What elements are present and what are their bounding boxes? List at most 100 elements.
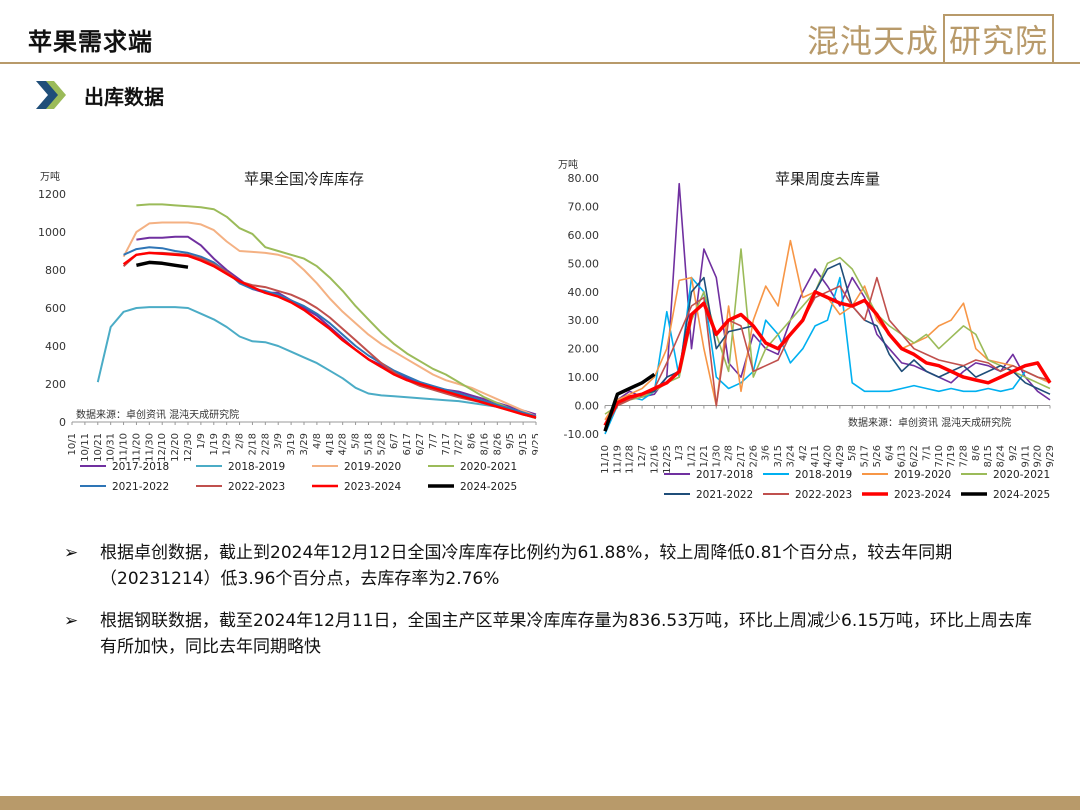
y-tick-label: 40.00: [568, 286, 600, 299]
y-tick-label: 0: [59, 416, 66, 429]
y-tick-label: 20.00: [568, 343, 600, 356]
x-tick-label: 4/20: [823, 445, 834, 467]
x-tick-label: 11/20: [131, 433, 142, 462]
x-tick-label: 11/10: [600, 445, 611, 474]
y-tick-label: -10.00: [564, 428, 599, 441]
legend-label: 2020-2021: [460, 461, 517, 473]
x-tick-label: 11/10: [119, 433, 130, 462]
x-tick-label: 3/19: [286, 433, 297, 455]
x-tick-label: 5/18: [363, 433, 374, 455]
x-tick-label: 5/28: [376, 433, 387, 455]
x-tick-label: 10/1: [67, 433, 78, 455]
bullet-text: 根据钢联数据，截至2024年12月11日，全国主产区苹果冷库库存量为836.53…: [100, 611, 1032, 657]
x-tick-label: 5/17: [860, 445, 871, 467]
header-divider: [0, 62, 1080, 64]
x-tick-label: 4/29: [835, 445, 846, 467]
x-tick-label: 1/3: [674, 445, 685, 461]
x-tick-label: 10/21: [93, 433, 104, 462]
legend-label: 2018-2019: [228, 461, 285, 473]
x-tick-label: 9/20: [1033, 445, 1044, 467]
x-tick-label: 6/7: [389, 433, 400, 449]
x-tick-label: 1/21: [699, 445, 710, 467]
x-tick-label: 9/5: [505, 433, 516, 449]
series-line: [603, 290, 1052, 427]
x-tick-label: 10/11: [80, 433, 91, 462]
y-unit-label: 万吨: [40, 170, 60, 183]
x-tick-label: 6/4: [884, 445, 895, 461]
x-tick-label: 7/7: [428, 433, 439, 449]
legend-label: 2021-2022: [112, 481, 169, 493]
bullet-text: 根据卓创数据，截止到2024年12月12日全国冷库库存比例约为61.88%，较上…: [100, 543, 953, 589]
y-tick-label: 600: [45, 302, 66, 315]
series-line: [603, 372, 656, 432]
x-tick-label: 8/24: [996, 445, 1007, 467]
x-tick-label: 5/8: [847, 445, 858, 461]
legend-label: 2019-2020: [344, 461, 401, 473]
x-tick-label: 8/15: [983, 445, 994, 467]
x-tick-label: 9/15: [518, 433, 529, 455]
section-header: 出库数据: [36, 80, 164, 110]
x-tick-label: 9/25: [531, 433, 538, 455]
bullet-item: ➢ 根据钢联数据，截至2024年12月11日，全国主产区苹果冷库库存量为836.…: [64, 608, 1034, 660]
legend-label: 2021-2022: [696, 489, 753, 501]
y-tick-label: 1200: [38, 188, 66, 201]
y-tick-label: 80.00: [568, 172, 600, 185]
x-tick-label: 1/12: [687, 445, 698, 467]
series-line: [604, 182, 1051, 429]
x-tick-label: 3/24: [785, 445, 796, 467]
x-tick-label: 7/19: [946, 445, 957, 467]
chart-national-inventory: 苹果全国冷库库存 万吨 0 200 400 600 800 1000 1200 10/1 10/11…: [38, 170, 538, 493]
series-line: [136, 235, 537, 416]
section-label: 出库数据: [84, 84, 164, 109]
x-tick-label: 8/6: [467, 433, 478, 449]
x-tick-label: 9/11: [1020, 445, 1031, 467]
x-tick-label: 12/10: [157, 433, 168, 462]
x-tick-label: 6/17: [402, 433, 413, 455]
x-tick-label: 3/6: [761, 445, 772, 461]
x-tick-label: 4/18: [325, 433, 336, 455]
series-line: [136, 203, 537, 420]
footer-bar: [0, 796, 1080, 810]
source-note: 数据来源：卓创资讯 混沌天成研究院: [76, 408, 239, 421]
x-tick-label: 2/8: [724, 445, 735, 461]
brand-logo: 混沌天成 研究院: [807, 14, 1054, 64]
series-line: [122, 251, 537, 419]
chart-weekly-destock: 苹果周度去库量 万吨 -10.00 0.00 10.00 20.00 30.00 40.00 5…: [558, 158, 1056, 501]
x-tick-label: 2/26: [748, 445, 759, 467]
legend-label: 2024-2025: [993, 489, 1050, 501]
y-tick-label: 200: [45, 378, 66, 391]
commentary: ➢ 根据卓创数据，截止到2024年12月12日全国冷库库存比例约为61.88%，…: [64, 540, 1034, 676]
x-tick-label: 3/15: [773, 445, 784, 467]
y-tick-label: 70.00: [568, 200, 600, 213]
x-tick-label: 1/30: [711, 445, 722, 467]
x-tick-label: 8/6: [971, 445, 982, 461]
x-tick-label: 5/8: [351, 433, 362, 449]
legend-label: 2023-2024: [894, 489, 952, 501]
series-line: [123, 246, 537, 418]
legend-label: 2019-2020: [894, 469, 951, 481]
x-tick-label: 12/16: [649, 445, 660, 474]
chart-title: 苹果周度去库量: [775, 170, 880, 188]
x-tick-label: 5/26: [872, 445, 883, 467]
x-tick-label: 11/28: [625, 445, 636, 474]
series-line: [604, 248, 1051, 415]
x-tick-label: 2/18: [247, 433, 258, 455]
series-line: [604, 276, 1051, 429]
series-line: [96, 306, 537, 420]
legend-label: 2022-2023: [795, 489, 852, 501]
y-tick-label: 1000: [38, 226, 66, 239]
logo-text: 混沌天成: [806, 22, 939, 60]
y-tick-label: 50.00: [568, 257, 600, 270]
x-tick-label: 7/28: [958, 445, 969, 467]
x-tick-label: 7/10: [934, 445, 945, 467]
x-tick-label: 6/22: [909, 445, 920, 467]
x-tick-label: 9/29: [1045, 445, 1056, 467]
legend-label: 2020-2021: [993, 469, 1050, 481]
x-tick-label: 2/28: [260, 433, 271, 455]
logo-box-text: 研究院: [942, 14, 1054, 64]
x-tick-label: 11/30: [144, 433, 155, 462]
source-note: 数据来源：卓创资讯 混沌天成研究院: [848, 416, 1011, 429]
y-tick-label: 0.00: [575, 400, 600, 413]
x-tick-label: 4/2: [798, 445, 809, 461]
x-tick-label: 4/8: [312, 433, 323, 449]
